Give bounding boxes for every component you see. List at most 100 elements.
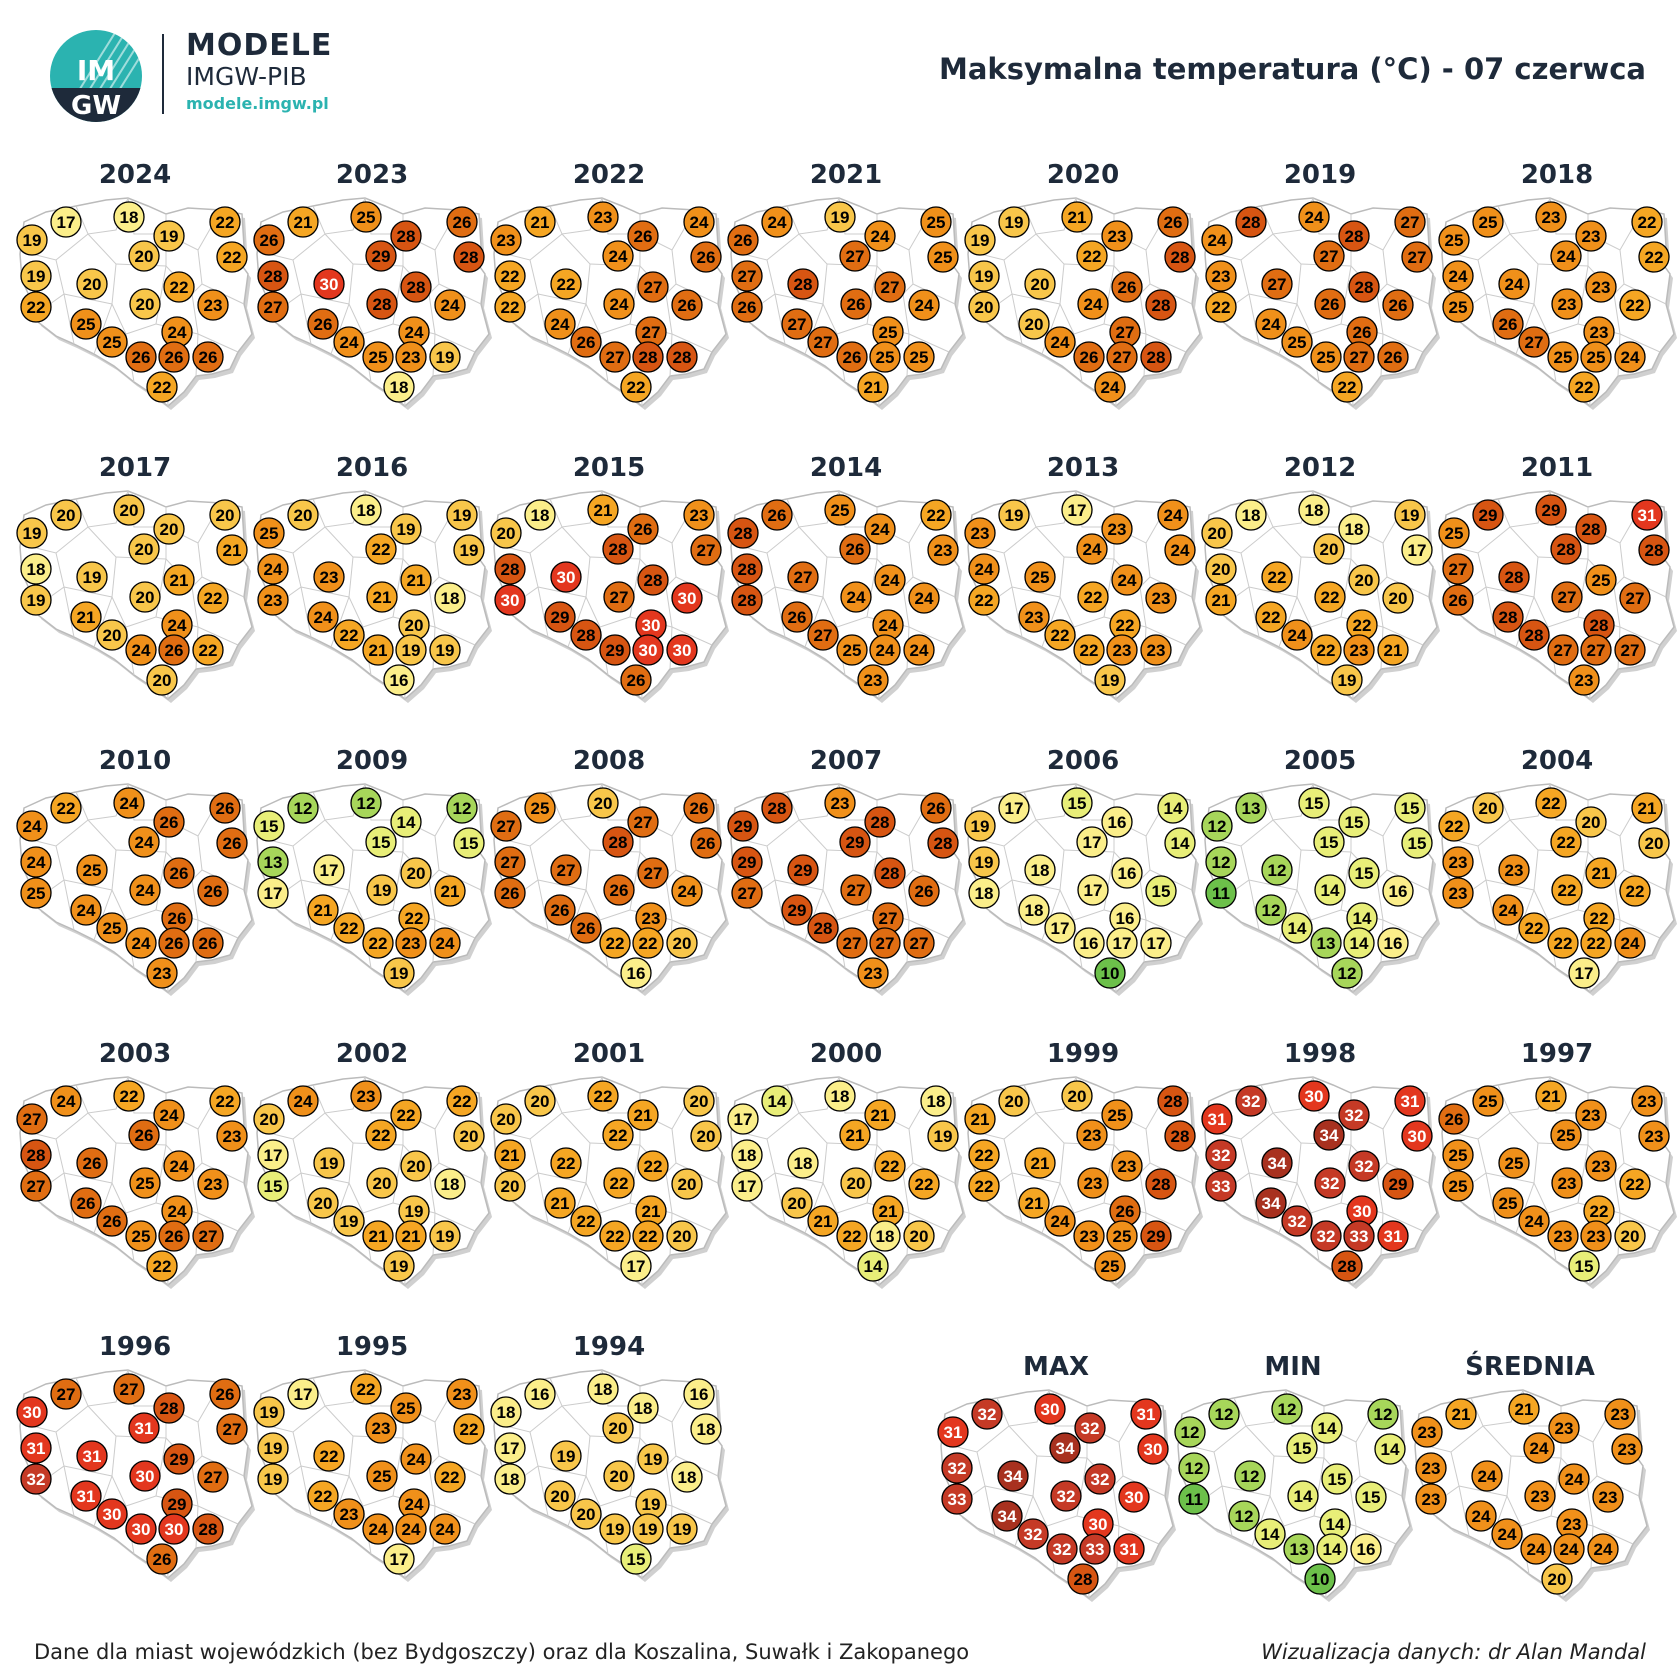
station-dot bbox=[365, 1412, 397, 1444]
station-value: 19 bbox=[160, 227, 179, 246]
logo-url[interactable]: modele.imgw.pl bbox=[186, 94, 329, 113]
station-marker: 22 bbox=[968, 584, 1000, 616]
station-marker: 22 bbox=[599, 927, 631, 959]
station-dot bbox=[1145, 1168, 1177, 1200]
station-marker: 21 bbox=[1205, 584, 1237, 616]
station-marker: 22 bbox=[1518, 912, 1550, 944]
station-marker: 20 bbox=[153, 513, 185, 545]
logo-title: MODELE bbox=[186, 28, 333, 63]
station-dot bbox=[903, 341, 935, 373]
station-marker: 22 bbox=[113, 1080, 145, 1112]
station-dot bbox=[333, 912, 365, 944]
station-value: 18 bbox=[357, 501, 376, 520]
station-value: 27 bbox=[1320, 247, 1339, 266]
station-marker: 31 bbox=[937, 1416, 969, 1448]
station-dot bbox=[1401, 241, 1433, 273]
station-marker: 19 bbox=[666, 1513, 698, 1545]
station-marker: 24 bbox=[1044, 326, 1076, 358]
station-dot bbox=[146, 371, 178, 403]
station-value: 23 bbox=[402, 934, 421, 953]
province-border bbox=[1485, 586, 1497, 638]
province-border bbox=[348, 851, 404, 921]
station-marker: 26 bbox=[125, 341, 157, 373]
station-marker: 22 bbox=[1346, 609, 1378, 641]
province-border bbox=[1485, 1172, 1497, 1224]
station-value: 23 bbox=[1212, 267, 1231, 286]
station-value: 19 bbox=[436, 1227, 455, 1246]
station-value: 27 bbox=[23, 1110, 42, 1129]
station-marker: 26 bbox=[690, 827, 722, 859]
station-dot bbox=[313, 1440, 345, 1472]
station-marker: 21 bbox=[70, 601, 102, 633]
station-value: 26 bbox=[260, 231, 279, 250]
station-value: 20 bbox=[531, 1092, 550, 1111]
station-value: 17 bbox=[1147, 934, 1166, 953]
station-value: 30 bbox=[132, 1520, 151, 1539]
station-marker: 23 bbox=[1076, 1119, 1108, 1151]
station-value: 24 bbox=[1499, 901, 1518, 920]
station-marker: 23 bbox=[146, 957, 178, 989]
province-border bbox=[63, 1465, 75, 1517]
station-dot bbox=[544, 1187, 576, 1219]
station-dot bbox=[1024, 561, 1056, 593]
station-marker: 23 bbox=[1551, 288, 1583, 320]
station-value: 31 bbox=[27, 1439, 46, 1458]
station-dot bbox=[1367, 1398, 1399, 1430]
station-value: 31 bbox=[1137, 1405, 1156, 1424]
station-dot bbox=[1472, 792, 1504, 824]
station-marker: 22 bbox=[1314, 581, 1346, 613]
station-dot bbox=[550, 1440, 582, 1472]
station-value: 22 bbox=[372, 540, 391, 559]
station-dot bbox=[1111, 564, 1143, 596]
station-value: 26 bbox=[501, 884, 520, 903]
station-marker: 26 bbox=[620, 664, 652, 696]
station-dot bbox=[627, 1099, 659, 1131]
station-value: 27 bbox=[1268, 275, 1287, 294]
map-panel-2000: 2000 14 18 21 18 19 17 21 18 18 22 17 20 22 20 21 21 22 18… bbox=[727, 1039, 966, 1329]
station-dot bbox=[1498, 561, 1530, 593]
station-dot bbox=[1438, 224, 1470, 256]
station-marker: 24 bbox=[1281, 619, 1313, 651]
station-marker: 21 bbox=[1445, 1398, 1477, 1430]
station-marker: 28 bbox=[637, 564, 669, 596]
station-value: 24 bbox=[132, 641, 151, 660]
station-marker: 26 bbox=[96, 1205, 128, 1237]
station-marker: 27 bbox=[603, 581, 635, 613]
station-dot bbox=[257, 877, 289, 909]
station-value: 17 bbox=[1051, 919, 1070, 938]
station-value: 28 bbox=[1338, 1257, 1357, 1276]
station-marker: 12 bbox=[1208, 1398, 1240, 1430]
panel-year-label: 1994 bbox=[572, 1332, 646, 1362]
station-value: 17 bbox=[1575, 964, 1594, 983]
station-value: 23 bbox=[1563, 1515, 1582, 1534]
station-value: 20 bbox=[678, 1175, 697, 1194]
station-marker: 26 bbox=[908, 875, 940, 907]
station-value: 25 bbox=[910, 348, 929, 367]
station-marker: 22 bbox=[390, 1099, 422, 1131]
station-value: 18 bbox=[738, 1146, 757, 1165]
station-dot bbox=[1551, 874, 1583, 906]
station-marker: 27 bbox=[1551, 581, 1583, 613]
station-dot bbox=[1631, 206, 1663, 238]
station-value: 34 bbox=[998, 1507, 1017, 1526]
station-marker: 23 bbox=[490, 224, 522, 256]
station-value: 23 bbox=[1422, 1459, 1441, 1478]
station-dot bbox=[125, 341, 157, 373]
station-value: 28 bbox=[264, 267, 283, 286]
station-dot bbox=[1547, 927, 1579, 959]
station-value: 22 bbox=[1445, 817, 1464, 836]
station-dot bbox=[1298, 494, 1330, 526]
station-value: 20 bbox=[788, 1194, 807, 1213]
station-dot bbox=[494, 877, 526, 909]
station-dot bbox=[1077, 1167, 1109, 1199]
station-value: 19 bbox=[1401, 506, 1420, 525]
station-value: 26 bbox=[1389, 296, 1408, 315]
station-marker: 25 bbox=[524, 792, 556, 824]
station-dot bbox=[1094, 664, 1126, 696]
station-marker: 30 bbox=[494, 584, 526, 616]
station-dot bbox=[1580, 927, 1612, 959]
station-marker: 21 bbox=[395, 1220, 427, 1252]
station-value: 23 bbox=[1592, 278, 1611, 297]
station-dot bbox=[453, 1413, 485, 1445]
